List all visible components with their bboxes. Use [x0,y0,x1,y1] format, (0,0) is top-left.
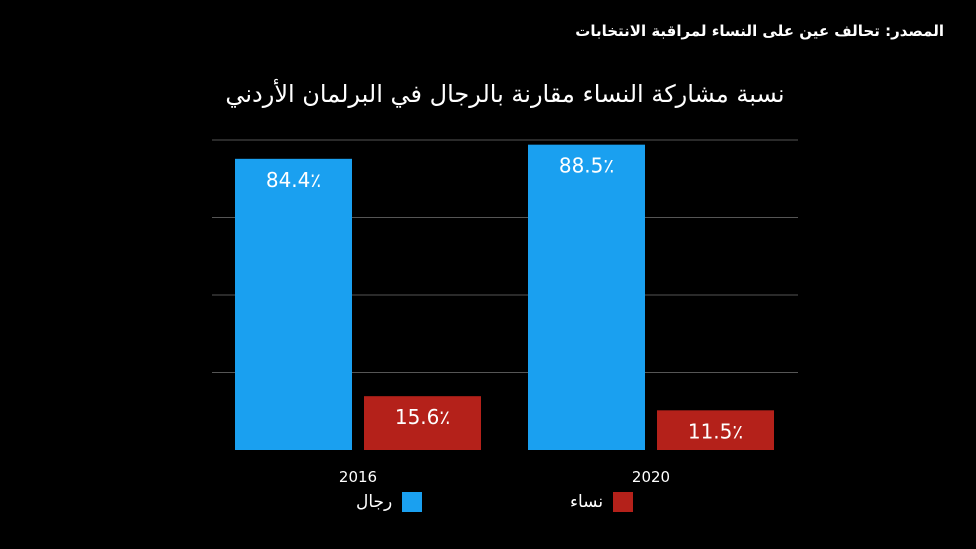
data-label-women-2020: 11.5٪ [688,419,743,443]
legend-item-men: رجال [356,492,423,512]
x-tick-label-2020: 2020 [632,468,670,486]
data-label-men-2016: 84.4٪ [266,168,321,192]
legend-item-women: نساء [570,492,634,512]
chart-title: نسبة مشاركة النساء مقارنة بالرجال في الب… [225,80,785,108]
data-label-men-2020: 88.5٪ [559,154,614,178]
bar-women-2020 [657,410,774,450]
legend-swatch-men [402,492,423,512]
bar-men-2016 [235,158,352,450]
source-note: المصدر: تحالف عين على النساء لمراقبة الا… [575,22,944,40]
legend-label-women: نساء [570,492,604,512]
x-tick-label-2016: 2016 [339,468,377,486]
bar-women-2016 [364,396,481,450]
bar-men-2020 [528,144,645,451]
legend-label-men: رجال [356,492,393,512]
data-label-women-2016: 15.6٪ [395,405,450,429]
legend-swatch-women [613,492,634,512]
